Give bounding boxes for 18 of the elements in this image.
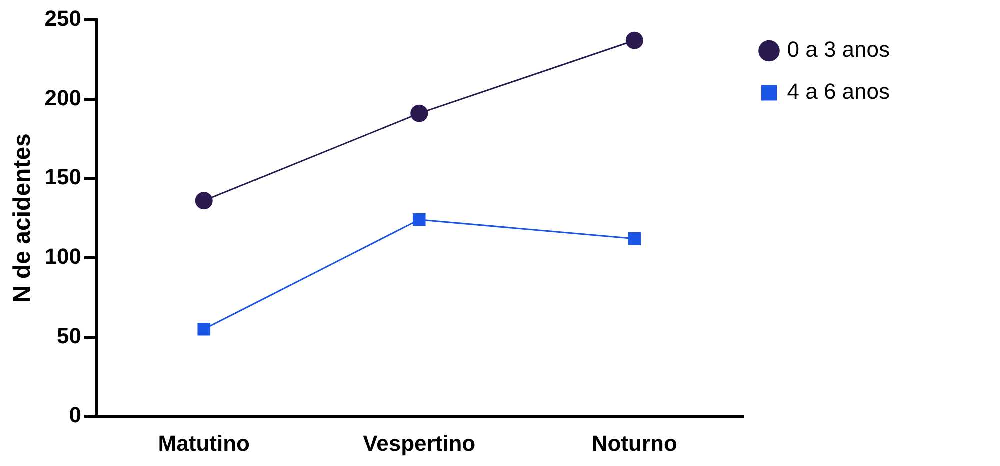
y-axis-title: N de acidentes <box>9 134 36 304</box>
legend-label: 0 a 3 anos <box>787 37 890 62</box>
point <box>628 232 642 246</box>
x-tick-label: Vespertino <box>363 430 476 456</box>
y-tick-label: 200 <box>44 85 82 110</box>
y-tick-label: 150 <box>44 164 82 190</box>
x-tick-label: Matutino <box>158 430 250 456</box>
point <box>412 213 426 226</box>
point <box>410 104 428 122</box>
y-tick-label: 100 <box>44 244 82 270</box>
point <box>626 32 644 50</box>
point <box>198 322 211 336</box>
legend-label: 4 a 6 anos <box>787 79 890 104</box>
y-tick-label: 0 <box>69 402 82 428</box>
point <box>195 192 213 210</box>
y-tick-label: 250 <box>44 6 82 32</box>
x-tick-label: Noturno <box>592 430 678 456</box>
y-tick-label: 50 <box>57 323 82 348</box>
